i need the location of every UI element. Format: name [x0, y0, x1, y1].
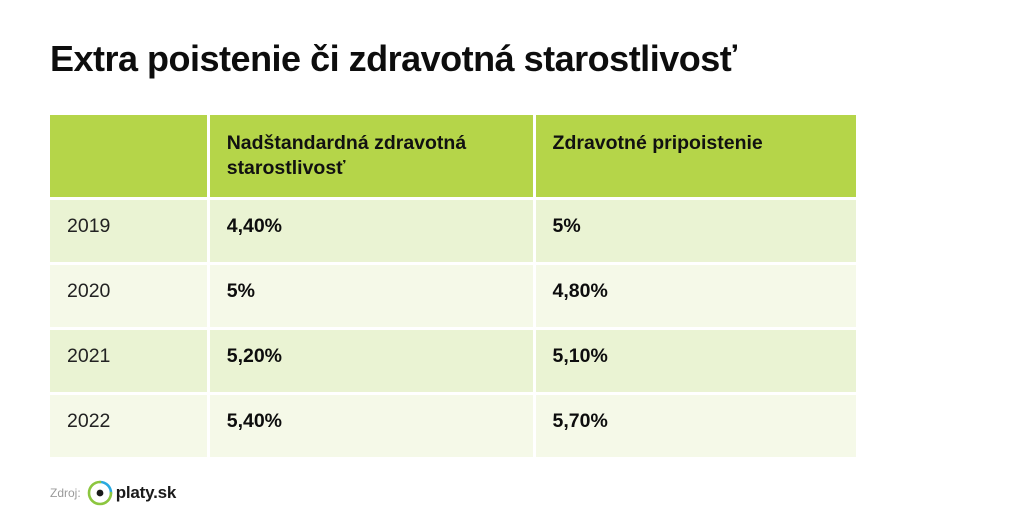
- table-row: 2022 5,40% 5,70%: [50, 395, 856, 457]
- page-title: Extra poistenie či zdravotná starostlivo…: [50, 38, 737, 79]
- value-cell: 5,20%: [209, 330, 533, 392]
- header-row: Nadštandardná zdravotná starostlivosť Zd…: [50, 115, 856, 197]
- source-line: Zdroj: platy.sk: [50, 478, 176, 508]
- table-row: 2020 5% 4,80%: [50, 265, 856, 327]
- value-cell: 5%: [535, 200, 856, 262]
- value-cell: 5%: [209, 265, 533, 327]
- year-cell: 2022: [50, 395, 207, 457]
- header-cell-pripoistenie: Zdravotné pripoistenie: [535, 115, 856, 197]
- value-cell: 4,80%: [535, 265, 856, 327]
- year-cell: 2020: [50, 265, 207, 327]
- platy-logo[interactable]: platy.sk: [87, 480, 176, 506]
- data-table: Nadštandardná zdravotná starostlivosť Zd…: [47, 112, 859, 460]
- header-cell-nadstandardna: Nadštandardná zdravotná starostlivosť: [209, 115, 533, 197]
- table-row: 2021 5,20% 5,10%: [50, 330, 856, 392]
- year-cell: 2019: [50, 200, 207, 262]
- value-cell: 4,40%: [209, 200, 533, 262]
- year-cell: 2021: [50, 330, 207, 392]
- value-cell: 5,10%: [535, 330, 856, 392]
- header-cell-year: [50, 115, 207, 197]
- value-cell: 5,40%: [209, 395, 533, 457]
- logo-text: platy.sk: [115, 483, 177, 502]
- platy-ring-logo-icon: [87, 480, 113, 506]
- source-label: Zdroj:: [50, 486, 81, 500]
- value-cell: 5,70%: [535, 395, 856, 457]
- table-row: 2019 4,40% 5%: [50, 200, 856, 262]
